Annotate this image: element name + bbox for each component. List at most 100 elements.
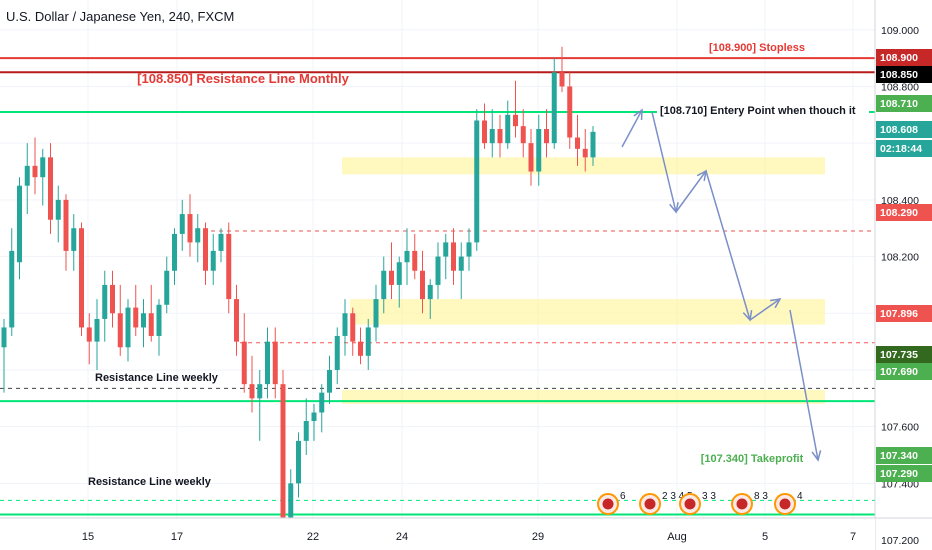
price-badge-label: 107.690 (880, 366, 918, 378)
candle-up (381, 270, 387, 300)
candle-down (513, 114, 518, 127)
candle-down (63, 199, 69, 251)
price-badge-label: 107.735 (880, 349, 918, 361)
price-badge (876, 346, 932, 363)
annotation-label: Resistance Line weekly (88, 476, 212, 488)
candle-up (536, 128, 542, 172)
candle-down (117, 313, 123, 348)
candle-up (551, 72, 557, 144)
price-badge-label: 107.896 (880, 308, 918, 320)
candle-up (24, 165, 30, 186)
candle-down (412, 250, 418, 271)
candle-down (272, 341, 278, 385)
price-tick-label: 107.600 (881, 422, 919, 434)
forecast-arrow (675, 170, 707, 213)
candle-up (443, 242, 449, 257)
candle-up (505, 114, 511, 144)
price-badge-label: 107.340 (880, 450, 918, 462)
candle-up (257, 384, 263, 399)
price-axis: 109.000108.800108.600108.400108.200108.0… (874, 0, 932, 550)
chart-annotations: [108.900] Stopless [108.850] Resistance L… (88, 42, 869, 488)
price-badge (876, 465, 932, 482)
candle-down (497, 128, 503, 144)
candle-up (311, 412, 317, 422)
time-tick-label: 15 (82, 531, 94, 543)
arrow-head (811, 450, 822, 462)
flag-icon (684, 498, 696, 510)
price-badge-label: 02:18:44 (880, 143, 922, 155)
candle-up (71, 228, 77, 251)
price-tick-label: 108.200 (881, 252, 919, 264)
price-badge-label: 108.710 (880, 98, 918, 110)
price-tick-label: 108.800 (881, 81, 919, 93)
forecast-arrow (705, 170, 751, 321)
candle-down (110, 284, 115, 314)
candle-up (125, 307, 131, 348)
event-markers: 6 2 3 4 5 3 3 8 3 4 (597, 491, 803, 515)
candle-down (48, 157, 53, 220)
candle-down (32, 165, 38, 178)
candle-down (559, 72, 565, 87)
annotation-label: [108.850] Resistance Line Monthly (137, 71, 349, 86)
candle-up (9, 250, 15, 328)
candle-up (435, 256, 441, 285)
candle-down (482, 120, 487, 144)
candle-up (319, 392, 325, 413)
flag-icon (779, 498, 791, 510)
forecast-arrows (621, 108, 822, 462)
candle-down (520, 126, 526, 144)
candle-up (327, 369, 332, 393)
candle-down (203, 228, 208, 271)
candle-series (1, 46, 596, 535)
annotation-bg (657, 103, 869, 118)
event-count: 4 (797, 491, 803, 502)
price-badge-label: 108.900 (880, 52, 918, 64)
annotation-label: [108.900] Stopless (709, 42, 805, 54)
chart-title: U.S. Dollar / Japanese Yen, 240, FXCM (6, 9, 235, 24)
time-tick-label: 17 (171, 531, 183, 543)
candle-down (241, 341, 247, 385)
price-tick-label: 108.400 (881, 195, 919, 207)
price-badge (876, 121, 932, 138)
price-badge (876, 95, 932, 112)
candle-up (288, 483, 294, 518)
candle-down (544, 128, 549, 144)
arrow-head (770, 298, 782, 309)
time-tick-label: 5 (762, 531, 768, 543)
annotation-label: Resistance Line weekly (95, 372, 219, 384)
price-badge (876, 447, 932, 464)
price-badge-label: 108.290 (880, 207, 918, 219)
candle-up (489, 128, 495, 144)
event-count: 8 3 (754, 491, 768, 502)
price-badge (876, 49, 932, 66)
candle-down (187, 214, 193, 243)
candle-down (420, 270, 425, 300)
price-badge-label: 107.290 (880, 468, 918, 480)
price-badge (876, 204, 932, 221)
candle-up (296, 440, 301, 484)
price-badge (876, 305, 932, 322)
candle-down (148, 313, 154, 336)
price-tick-label: 109.000 (881, 25, 919, 37)
candle-down (226, 233, 232, 300)
price-badge-label: 108.608 (880, 124, 918, 136)
candle-down (133, 307, 139, 328)
candle-down (249, 384, 255, 399)
highlight-zone (350, 299, 825, 325)
time-tick-label: 29 (532, 531, 544, 543)
flag-icon (736, 498, 748, 510)
candle-down (358, 341, 363, 356)
candle-down (528, 143, 534, 172)
candle-up (1, 327, 7, 348)
candle-up (458, 256, 464, 271)
time-tick-label: 7 (850, 531, 856, 543)
candle-up (474, 120, 480, 243)
horizontal-lines (0, 57, 875, 516)
candle-down (79, 228, 84, 328)
annotation-label: [108.710] Entery Point when thouch it (660, 105, 856, 117)
support-resistance-zones (342, 157, 825, 404)
candle-down (280, 384, 286, 518)
price-badge-label: 108.850 (880, 69, 918, 81)
flag-icon (602, 498, 614, 510)
